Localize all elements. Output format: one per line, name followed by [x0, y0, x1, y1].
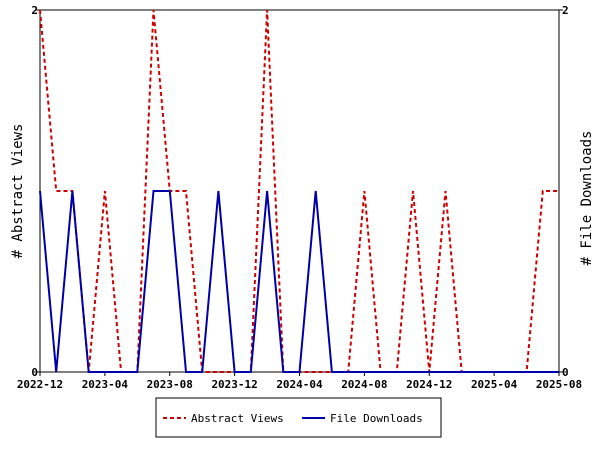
y-axis-label-left: # Abstract Views	[10, 124, 26, 259]
x-tick-label-2023-08: 2023-08	[147, 378, 193, 391]
y-axis-label-right: # File Downloads	[579, 131, 595, 266]
x-tick-label-2025-08: 2025-08	[536, 378, 582, 391]
y-tick-label-left-0: 0	[31, 366, 38, 379]
legend-box	[155, 397, 442, 438]
x-tick-label-2022-12: 2022-12	[17, 378, 63, 391]
legend-label-file-downloads: File Downloads	[330, 412, 423, 425]
y-tick-label-left-2: 2	[31, 4, 38, 17]
series-layer	[39, 9, 559, 373]
y-tick-label-right-0: 0	[562, 366, 569, 379]
x-tick-label-2025-04: 2025-04	[471, 378, 518, 391]
series-line-file-downloads	[39, 190, 559, 373]
x-tick-label-2023-12: 2023-12	[211, 378, 257, 391]
axis-ticks: 2022-12 2023-04 2023-08 2023-12 2024-04 2024-…	[17, 4, 582, 391]
legend: Abstract Views File Downloads	[155, 397, 442, 438]
legend-label-abstract-views: Abstract Views	[191, 412, 284, 425]
plot-area	[39, 9, 560, 373]
x-tick-label-2024-12: 2024-12	[406, 378, 452, 391]
y-tick-label-right-2: 2	[562, 4, 569, 17]
x-tick-label-2024-04: 2024-04	[276, 378, 323, 391]
x-tick-label-2023-04: 2023-04	[82, 378, 129, 391]
x-tick-label-2024-08: 2024-08	[341, 378, 387, 391]
